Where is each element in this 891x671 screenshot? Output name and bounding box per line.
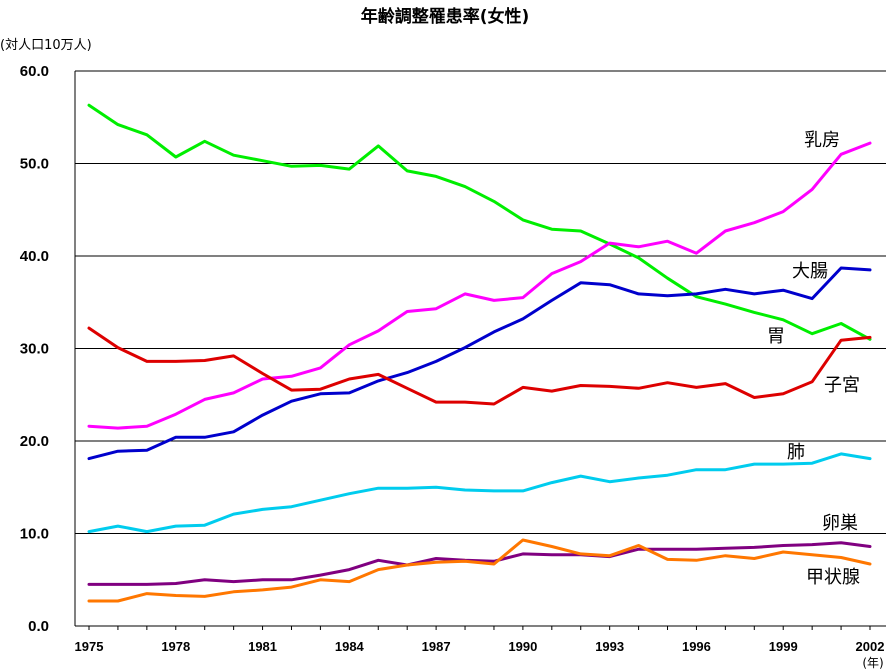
y-tick-label: 0.0 bbox=[28, 618, 49, 635]
y-tick-label: 40.0 bbox=[20, 248, 49, 265]
y-tick-label: 60.0 bbox=[20, 63, 49, 80]
y-tick-label: 30.0 bbox=[20, 341, 49, 358]
series-line-5 bbox=[87, 541, 872, 586]
axes bbox=[74, 71, 886, 630]
series-label-3: 子宮 bbox=[824, 375, 860, 396]
x-tick-label: 1990 bbox=[508, 639, 537, 654]
x-tick-label: 1993 bbox=[595, 639, 624, 654]
y-tick-labels: 0.0 10.0 20.0 30.0 40.0 50.0 60.0 bbox=[20, 63, 49, 635]
series-line-3 bbox=[87, 326, 872, 406]
series-label-0: 胃 bbox=[767, 326, 785, 347]
series-label-6: 甲状腺 bbox=[806, 567, 860, 588]
series-line-0 bbox=[87, 103, 872, 341]
series-line-4 bbox=[87, 452, 872, 534]
x-tick-label: 1975 bbox=[75, 639, 104, 654]
chart-title: 年齢調整罹患率(女性) bbox=[361, 6, 530, 27]
series-lines bbox=[87, 103, 872, 603]
x-tick-label: 1996 bbox=[682, 639, 711, 654]
series-label-5: 卵巣 bbox=[822, 513, 858, 534]
y-tick-label: 20.0 bbox=[20, 433, 49, 450]
series-label-2: 大腸 bbox=[792, 261, 828, 282]
x-axis-unit-label: (年) bbox=[862, 656, 883, 670]
series-line-1 bbox=[87, 141, 872, 430]
series-line-6 bbox=[87, 538, 872, 603]
y-tick-label: 10.0 bbox=[20, 526, 49, 543]
x-tick-label: 1999 bbox=[769, 639, 798, 654]
series-label-4: 肺 bbox=[787, 442, 805, 463]
gridlines bbox=[75, 70, 886, 534]
x-tick-labels: 1975 1978 1981 1984 1987 1990 1993 1996 1999 2002 bbox=[75, 639, 885, 654]
series-line-2 bbox=[87, 266, 872, 461]
x-tick-label: 1987 bbox=[422, 639, 451, 654]
x-tick-label: 1978 bbox=[161, 639, 190, 654]
y-axis-unit-label: (対人口10万人) bbox=[0, 38, 92, 53]
x-tick-label: 1984 bbox=[335, 639, 365, 654]
series-label-1: 乳房 bbox=[804, 130, 840, 151]
y-tick-label: 50.0 bbox=[20, 156, 49, 173]
x-tick-label: 1981 bbox=[248, 639, 277, 654]
x-tick-label: 2002 bbox=[856, 639, 885, 654]
